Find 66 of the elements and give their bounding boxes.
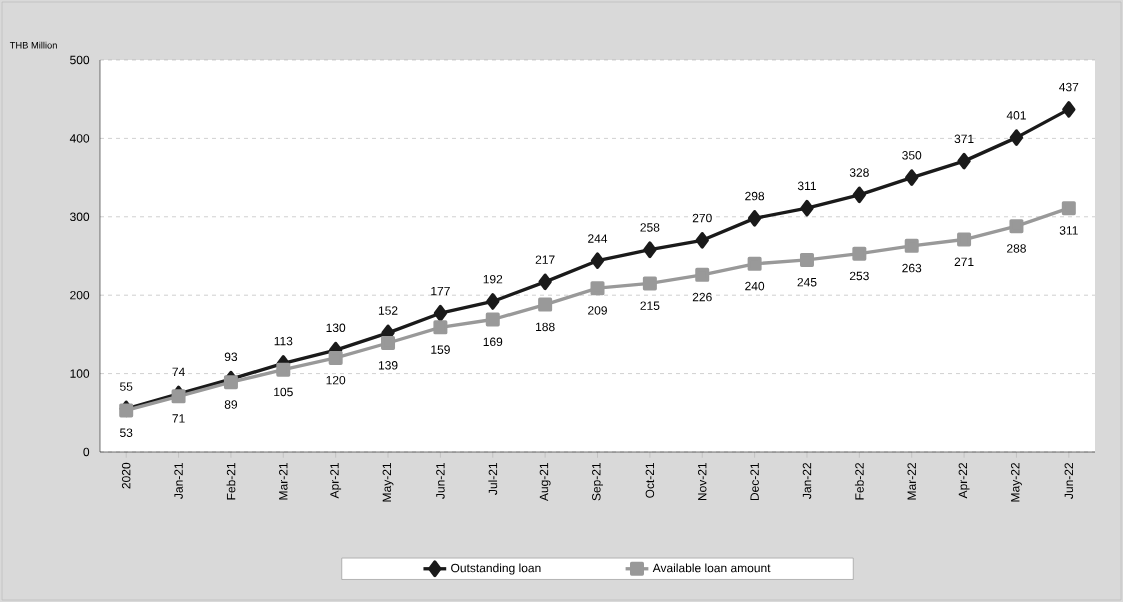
data-label: 105 [274,387,293,397]
x-tick-label: Mar-21 [279,462,288,500]
x-tick-label: Apr-22 [958,463,970,499]
x-tick-label: Feb-22 [854,463,864,500]
x-tick-label: Nov-21 [697,462,707,501]
data-label: 437 [1059,82,1079,92]
data-label: 244 [588,234,608,243]
data-label: 328 [849,168,869,177]
x-tick-label: Mar-22 [907,463,916,500]
legend-label: Available loan amount [652,563,771,573]
data-label: 217 [535,255,555,264]
data-label: 169 [483,337,503,347]
legend-label: Outstanding loan [451,563,541,575]
data-label: 401 [1006,111,1026,120]
x-tick-label: Jan-21 [174,462,183,499]
x-tick-label: Jun-22 [1064,463,1074,499]
data-label: 55 [120,382,133,391]
x-tick-label: Dec-21 [750,462,759,501]
data-label: 226 [692,292,712,302]
data-label: 71 [172,414,185,423]
data-label: 120 [326,375,346,385]
x-tick-label: May-21 [382,462,394,502]
data-label: 311 [797,181,816,191]
data-label: 89 [224,400,238,409]
y-tick-label: 200 [70,290,90,300]
y-axis-title: THB Million [9,41,57,49]
y-tick-label: 500 [70,55,90,65]
data-label: 350 [902,151,922,160]
data-label: 245 [797,277,817,287]
data-label: 298 [745,191,765,201]
data-label: 240 [745,281,765,291]
data-label: 371 [954,134,974,144]
x-tick-label: Sep-21 [592,462,603,501]
data-label: 192 [483,274,503,284]
data-label: 53 [120,428,133,437]
data-label: 113 [274,336,293,346]
data-label: 311 [1059,226,1078,235]
x-tick-label: Jan-22 [802,463,812,499]
data-label: 288 [1007,244,1026,253]
data-label: 258 [640,223,660,232]
data-label: 263 [902,263,922,273]
data-label: 74 [172,367,185,376]
y-tick-label: 300 [70,212,90,222]
x-tick-label: Apr-21 [330,462,342,499]
x-tick-label: Oct-21 [645,462,655,498]
x-tick-label: Jul-21 [488,462,498,495]
data-label: 188 [536,322,555,332]
x-tick-label: Feb-21 [226,462,236,500]
x-tick-label: May-22 [1011,463,1022,502]
data-label: 177 [431,286,450,296]
y-tick-label: 0 [83,447,90,457]
y-tick-label: 100 [70,369,90,378]
data-label: 152 [378,306,398,315]
data-label: 130 [326,323,346,333]
data-label: 93 [224,352,238,362]
x-tick-label: Aug-21 [539,462,551,502]
data-label: 209 [588,306,607,315]
data-label: 159 [431,345,450,354]
data-label: 139 [378,361,398,370]
y-tick-label: 400 [69,134,90,143]
data-label: 253 [849,271,869,281]
data-label: 270 [692,213,712,223]
x-tick-label: 2020 [121,462,131,489]
data-label: 215 [640,301,660,310]
x-tick-label: Jun-21 [436,462,445,499]
data-label: 271 [954,257,974,266]
